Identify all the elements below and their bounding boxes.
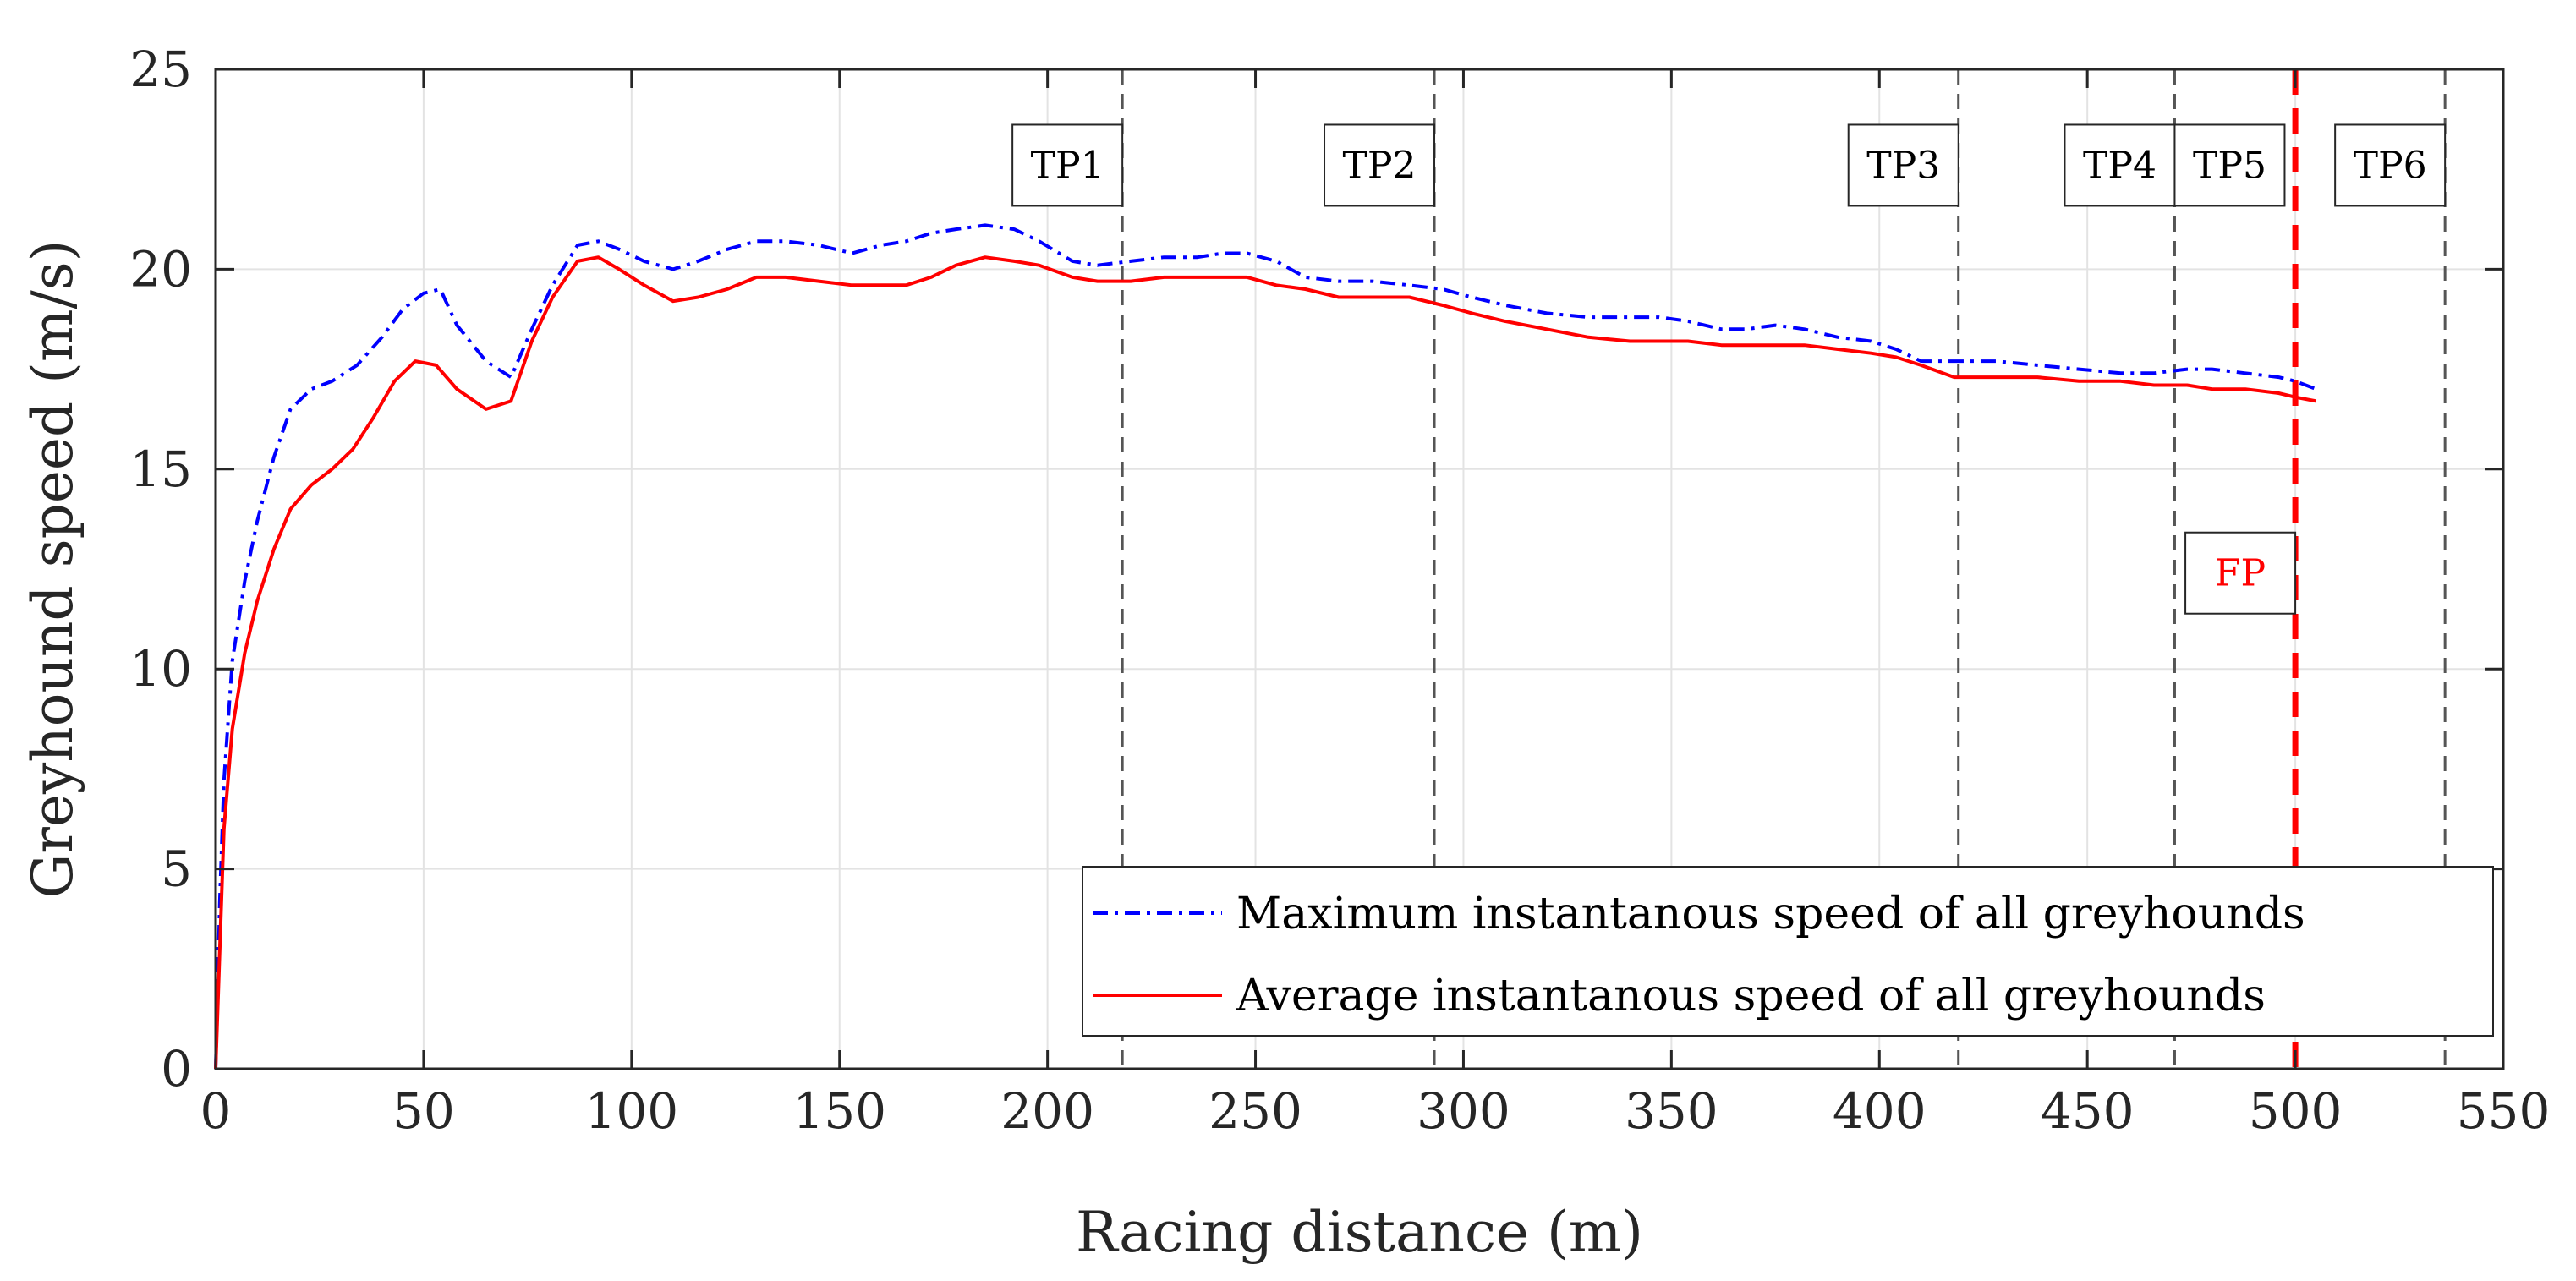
marker-box-tp4 xyxy=(2064,123,2176,207)
x-tick-label: 400 xyxy=(1833,1082,1927,1140)
x-tick-label: 200 xyxy=(1000,1082,1094,1140)
x-tick-label: 50 xyxy=(392,1082,455,1140)
y-tick-label: 20 xyxy=(129,240,192,298)
marker-box-tp1 xyxy=(1011,123,1124,207)
marker-box-tp6 xyxy=(2334,123,2447,207)
series-line-1 xyxy=(214,255,2317,1070)
axis-ticks: 0 50 100 150 200 250 300 350 400 450 500 550 0 5 10 15 2… xyxy=(129,41,2550,1140)
y-tick-label: 10 xyxy=(129,640,192,698)
vertical-markers: TP1 TP2 TP3 TP4 TP5 TP6 FP xyxy=(1011,69,2447,1069)
legend: Maximum instantanous speed of all greyho… xyxy=(1082,866,2494,1037)
y-tick-label: 5 xyxy=(161,840,192,898)
legend-label-0: Maximum instantanous speed of all greyho… xyxy=(1236,889,2305,939)
legend-label-1: Average instantanous speed of all greyho… xyxy=(1236,971,2266,1021)
x-axis-label: Racing distance (m) xyxy=(1076,1200,1643,1265)
marker-box-fp xyxy=(2184,531,2297,615)
x-tick-label: 100 xyxy=(584,1082,678,1140)
marker-label-tp5: TP5 xyxy=(2193,144,2266,187)
marker-label-tp1: TP1 xyxy=(1031,144,1104,187)
series-lines xyxy=(214,223,2317,1070)
y-tick-label: 0 xyxy=(161,1040,192,1098)
marker-label-tp4: TP4 xyxy=(2083,144,2157,187)
marker-label-tp6: TP6 xyxy=(2354,144,2427,187)
plot-frame xyxy=(214,68,2505,1070)
x-tick-label: 150 xyxy=(792,1082,886,1140)
x-tick-label: 550 xyxy=(2457,1082,2551,1140)
marker-box-tp3 xyxy=(1847,123,1959,207)
marker-label-fp: FP xyxy=(2215,552,2266,595)
marker-box-tp5 xyxy=(2173,123,2286,207)
x-tick-label: 450 xyxy=(2041,1082,2135,1140)
x-tick-label: 250 xyxy=(1209,1082,1302,1140)
y-tick-label: 25 xyxy=(129,41,192,98)
y-axis-label: Greyhound speed (m/s) xyxy=(20,240,85,899)
x-tick-label: 350 xyxy=(1625,1082,1718,1140)
x-tick-label: 0 xyxy=(200,1082,232,1140)
y-tick-label: 15 xyxy=(129,441,192,498)
x-tick-label: 300 xyxy=(1417,1082,1510,1140)
x-tick-label: 500 xyxy=(2249,1082,2343,1140)
series-line-0 xyxy=(214,223,2317,1070)
marker-box-tp2 xyxy=(1324,123,1436,207)
legend-box xyxy=(1082,866,2494,1037)
marker-label-tp2: TP2 xyxy=(1343,144,1417,187)
marker-label-tp3: TP3 xyxy=(1866,144,1940,187)
